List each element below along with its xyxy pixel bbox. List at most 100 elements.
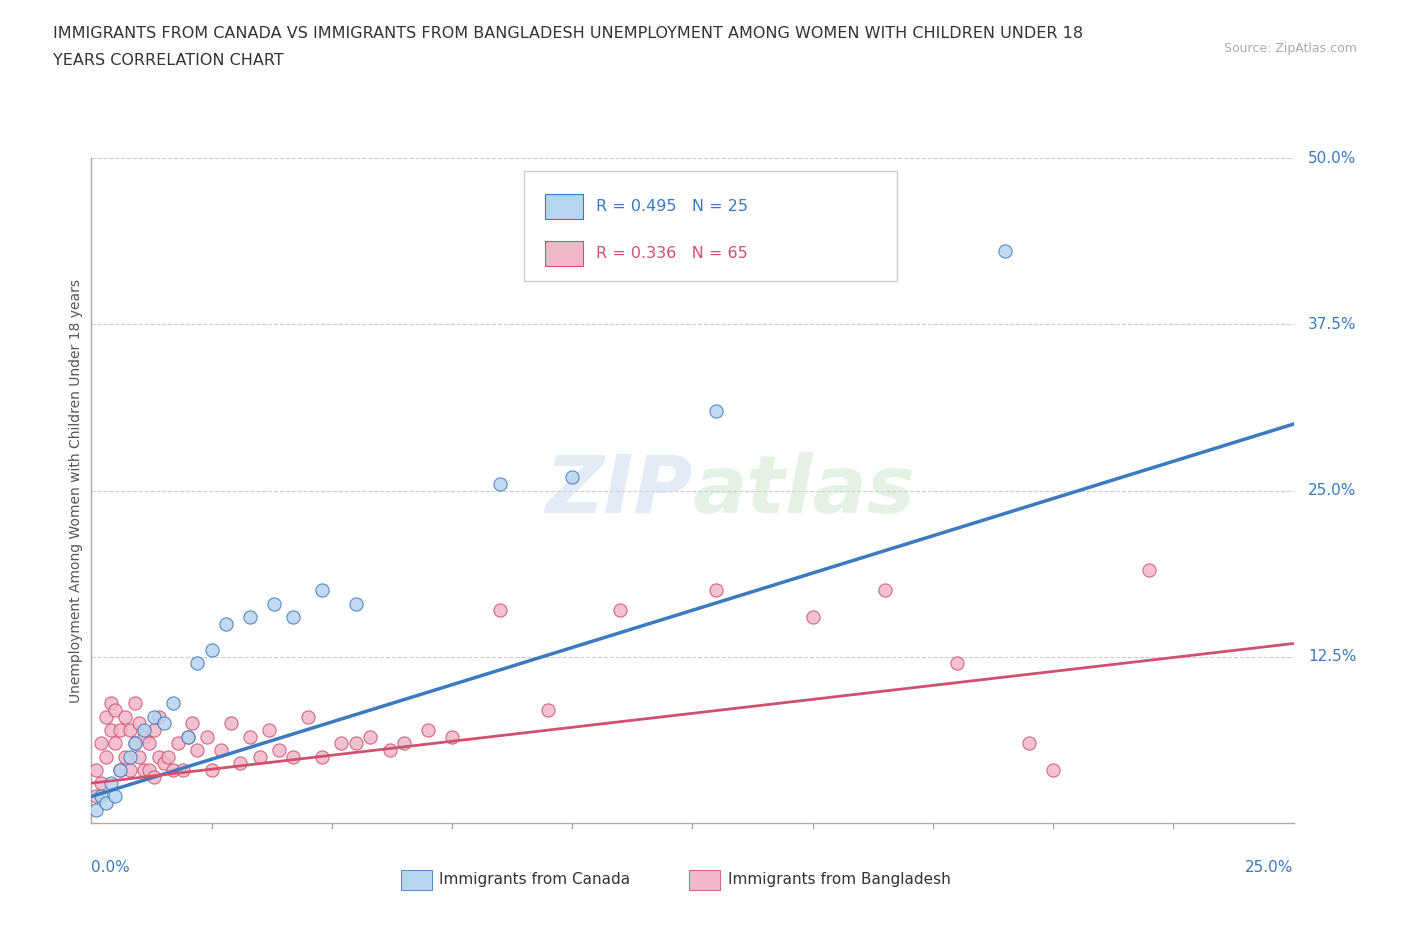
Text: IMMIGRANTS FROM CANADA VS IMMIGRANTS FROM BANGLADESH UNEMPLOYMENT AMONG WOMEN WI: IMMIGRANTS FROM CANADA VS IMMIGRANTS FRO… <box>53 26 1084 41</box>
Point <box>148 710 170 724</box>
Point <box>263 596 285 611</box>
Point <box>104 702 127 717</box>
Text: R = 0.495   N = 25: R = 0.495 N = 25 <box>596 199 748 214</box>
Point <box>118 723 141 737</box>
Point <box>124 736 146 751</box>
Point <box>378 742 401 757</box>
Text: 37.5%: 37.5% <box>1308 317 1357 332</box>
Point <box>90 736 112 751</box>
Bar <box>544 241 583 266</box>
Y-axis label: Unemployment Among Women with Children Under 18 years: Unemployment Among Women with Children U… <box>69 279 83 702</box>
Point <box>489 476 512 491</box>
Point <box>100 696 122 711</box>
Point <box>142 769 165 784</box>
Point <box>84 789 107 804</box>
Point <box>90 789 112 804</box>
Point <box>186 742 208 757</box>
Point <box>209 742 232 757</box>
Point <box>118 763 141 777</box>
Text: Immigrants from Canada: Immigrants from Canada <box>439 872 630 887</box>
Point <box>359 729 381 744</box>
Point <box>84 763 107 777</box>
Text: 12.5%: 12.5% <box>1308 649 1357 664</box>
Point <box>267 742 290 757</box>
Point <box>229 756 252 771</box>
Text: Immigrants from Bangladesh: Immigrants from Bangladesh <box>728 872 950 887</box>
Point <box>946 656 969 671</box>
Point <box>311 583 333 598</box>
Point <box>311 750 333 764</box>
Point <box>239 609 262 624</box>
Point <box>134 729 156 744</box>
Point <box>489 603 512 618</box>
Point <box>114 710 136 724</box>
Text: 25.0%: 25.0% <box>1308 483 1357 498</box>
Point <box>440 729 463 744</box>
Point <box>283 750 305 764</box>
Point <box>142 710 165 724</box>
Point <box>152 756 174 771</box>
Point <box>176 729 198 744</box>
Point <box>142 723 165 737</box>
Point <box>148 750 170 764</box>
Point <box>114 750 136 764</box>
Point <box>249 750 271 764</box>
Point <box>195 729 218 744</box>
Point <box>134 723 156 737</box>
Point <box>100 776 122 790</box>
Point <box>138 763 160 777</box>
Point <box>297 710 319 724</box>
Point <box>706 583 728 598</box>
Point <box>104 736 127 751</box>
Point <box>124 696 146 711</box>
Point <box>181 716 204 731</box>
Point <box>344 736 367 751</box>
Point <box>138 736 160 751</box>
Point <box>239 729 262 744</box>
Point <box>873 583 896 598</box>
Text: 25.0%: 25.0% <box>1246 859 1294 874</box>
Point <box>706 404 728 418</box>
Point <box>94 710 117 724</box>
Point <box>128 716 150 731</box>
Point <box>186 656 208 671</box>
Point <box>215 616 238 631</box>
Point <box>1042 763 1064 777</box>
Point <box>609 603 631 618</box>
Point <box>110 723 132 737</box>
Point <box>392 736 415 751</box>
Text: Source: ZipAtlas.com: Source: ZipAtlas.com <box>1223 42 1357 55</box>
Point <box>1137 563 1160 578</box>
Point <box>167 736 190 751</box>
Point <box>162 763 184 777</box>
Text: R = 0.336   N = 65: R = 0.336 N = 65 <box>596 246 748 260</box>
Point <box>1018 736 1040 751</box>
Point <box>259 723 281 737</box>
Point <box>104 789 127 804</box>
Point <box>219 716 242 731</box>
Point <box>344 596 367 611</box>
Point <box>128 750 150 764</box>
FancyBboxPatch shape <box>524 171 897 281</box>
Point <box>801 609 824 624</box>
Point <box>994 244 1017 259</box>
Point <box>162 696 184 711</box>
Point <box>152 716 174 731</box>
Text: 0.0%: 0.0% <box>91 859 131 874</box>
Point <box>201 643 224 658</box>
Point <box>134 763 156 777</box>
Point <box>157 750 180 764</box>
Point <box>176 729 198 744</box>
Point <box>90 776 112 790</box>
Text: YEARS CORRELATION CHART: YEARS CORRELATION CHART <box>53 53 284 68</box>
Text: 50.0%: 50.0% <box>1308 151 1357 166</box>
Point <box>118 750 141 764</box>
Point <box>201 763 224 777</box>
Point <box>94 750 117 764</box>
Point <box>110 763 132 777</box>
Point <box>124 736 146 751</box>
Text: atlas: atlas <box>692 452 915 529</box>
Text: ZIP: ZIP <box>546 452 692 529</box>
Point <box>110 763 132 777</box>
Point <box>100 723 122 737</box>
